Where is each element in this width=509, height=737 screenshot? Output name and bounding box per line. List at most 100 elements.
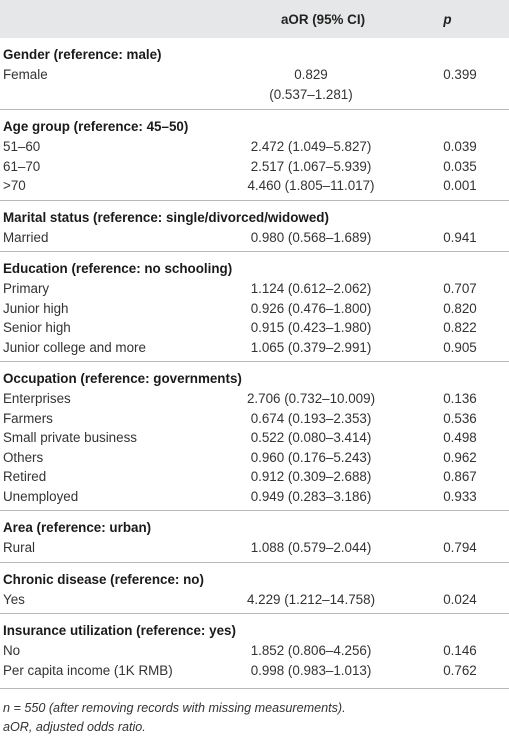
table-section: Gender (reference: male) Female 0.829 (0.53… bbox=[0, 38, 509, 109]
row-label: Yes bbox=[3, 591, 25, 607]
row-aor: 4.229 (1.212–14.758) bbox=[246, 591, 376, 607]
table-section: Marital status (reference: single/divorc… bbox=[0, 199, 509, 252]
row-label: Married bbox=[3, 229, 49, 245]
table-section: Education (reference: no schooling) Prima… bbox=[0, 251, 509, 361]
row-label: Farmers bbox=[3, 410, 53, 426]
table-row: Yes 4.229 (1.212–14.758) 0.024 bbox=[0, 590, 509, 610]
row-label: Rural bbox=[3, 540, 35, 555]
row-aor: 0.998 (0.983–1.013) bbox=[250, 662, 372, 678]
row-p-value: 0.794 bbox=[443, 540, 477, 555]
row-aor: 0.960 (0.176–5.243) bbox=[250, 449, 372, 465]
table-row: Primary 1.124 (0.612–2.062) 0.707 bbox=[0, 279, 509, 299]
row-p-value: 0.399 bbox=[443, 67, 477, 82]
footnote-abbreviation: aOR, adjusted odds ratio. bbox=[3, 720, 146, 734]
row-label: Senior high bbox=[3, 320, 71, 335]
row-label: Per capita income (1K RMB) bbox=[3, 662, 173, 678]
table-section: Occupation (reference: governments) Enter… bbox=[0, 361, 509, 510]
table-section: Area (reference: urban) Rural 1.088 (0.579… bbox=[0, 510, 509, 562]
table-row: No 1.852 (0.806–4.256) 0.146 bbox=[0, 641, 509, 661]
row-label: Primary bbox=[3, 281, 50, 296]
row-label: 61–70 bbox=[3, 158, 41, 174]
row-p-value: 0.136 bbox=[443, 391, 477, 406]
table-section: Age group (reference: 45–50) 51–60 2.472 (… bbox=[0, 109, 509, 200]
row-aor: 2.517 (1.067–5.939) bbox=[250, 158, 372, 174]
row-aor: 2.706 (0.732–10.009) bbox=[246, 391, 376, 406]
header-aor: aOR (95% CI) bbox=[280, 11, 366, 27]
row-aor: 1.852 (0.806–4.256) bbox=[250, 643, 372, 658]
row-label: Enterprises bbox=[3, 391, 71, 406]
row-p-value: 0.933 bbox=[443, 488, 477, 504]
row-p-value: 0.498 bbox=[443, 430, 477, 445]
section-title: Area (reference: urban) bbox=[3, 520, 152, 535]
row-aor: 0.926 (0.476–1.800) bbox=[250, 300, 372, 316]
table-row: Small private business 0.522 (0.080–3.414… bbox=[0, 428, 509, 448]
table-row: Others 0.960 (0.176–5.243) 0.962 bbox=[0, 448, 509, 468]
table-row: Enterprises 2.706 (0.732–10.009) 0.136 bbox=[0, 389, 509, 409]
section-title: Marital status (reference: single/divorc… bbox=[3, 209, 329, 225]
table-row: Junior high 0.926 (0.476–1.800) 0.820 bbox=[0, 299, 509, 319]
row-aor: 0.980 (0.568–1.689) bbox=[250, 229, 372, 245]
row-label: 51–60 bbox=[3, 139, 41, 154]
table-body: Gender (reference: male) Female 0.829 (0.53… bbox=[0, 38, 509, 684]
row-label: Female bbox=[3, 67, 48, 82]
row-p-value: 0.822 bbox=[443, 320, 477, 335]
row-p-value: 0.962 bbox=[443, 449, 477, 465]
row-aor: 1.088 (0.579–2.044) bbox=[250, 540, 372, 555]
row-label: Small private business bbox=[3, 430, 137, 445]
section-title: Gender (reference: male) bbox=[3, 47, 162, 62]
row-p-value: 0.024 bbox=[443, 591, 477, 607]
row-aor: 0.915 (0.423–1.980) bbox=[250, 320, 372, 335]
section-title: Age group (reference: 45–50) bbox=[3, 119, 189, 134]
section-title: Chronic disease (reference: no) bbox=[3, 571, 204, 587]
row-p-value: 0.001 bbox=[443, 178, 477, 193]
footnote-sample-size: n = 550 (after removing records with mis… bbox=[3, 701, 346, 715]
row-aor: 0.522 (0.080–3.414) bbox=[250, 430, 372, 445]
table-row: Senior high 0.915 (0.423–1.980) 0.822 bbox=[0, 318, 509, 338]
row-p-value: 0.941 bbox=[443, 229, 477, 245]
row-p-value: 0.039 bbox=[443, 139, 477, 154]
table-row: Rural 1.088 (0.579–2.044) 0.794 bbox=[0, 538, 509, 558]
row-label: Retired bbox=[3, 469, 47, 484]
table-row: Per capita income (1K RMB) 0.998 (0.983–1… bbox=[0, 661, 509, 681]
row-label: Junior high bbox=[3, 300, 69, 316]
row-p-value: 0.707 bbox=[443, 281, 477, 296]
header-p: p bbox=[443, 11, 452, 27]
table-row: Farmers 0.674 (0.193–2.353) 0.536 bbox=[0, 409, 509, 429]
row-aor: 1.124 (0.612–2.062) bbox=[250, 281, 372, 296]
row-aor: 0.949 (0.283–3.186) bbox=[250, 488, 372, 504]
table-row: 51–60 2.472 (1.049–5.827) 0.039 bbox=[0, 137, 509, 157]
row-p-value: 0.905 bbox=[443, 339, 477, 355]
table-header: aOR (95% CI) p bbox=[0, 0, 509, 38]
table-section: Insurance utilization (reference: yes) No… bbox=[0, 613, 509, 684]
table-section: Chronic disease (reference: no) Yes 4.229 … bbox=[0, 561, 509, 614]
row-label: Junior college and more bbox=[3, 339, 146, 355]
table-row: Married 0.980 (0.568–1.689) 0.941 bbox=[0, 228, 509, 248]
table-row: >70 4.460 (1.805–11.017) 0.001 bbox=[0, 176, 509, 196]
section-title: Insurance utilization (reference: yes) bbox=[3, 623, 236, 638]
row-p-value: 0.867 bbox=[443, 469, 477, 484]
row-label: No bbox=[3, 643, 21, 658]
row-p-value: 0.820 bbox=[443, 300, 477, 316]
row-label: >70 bbox=[3, 178, 26, 193]
table-row: Female 0.829 (0.537–1.281) 0.399 bbox=[0, 65, 509, 105]
row-p-value: 0.762 bbox=[443, 662, 477, 678]
row-aor: 0.674 (0.193–2.353) bbox=[250, 410, 372, 426]
row-label: Unemployed bbox=[3, 488, 79, 504]
table-row: Unemployed 0.949 (0.283–3.186) 0.933 bbox=[0, 487, 509, 507]
row-aor-estimate: 0.829 bbox=[294, 67, 328, 82]
section-title: Education (reference: no schooling) bbox=[3, 261, 233, 276]
row-aor: 2.472 (1.049–5.827) bbox=[250, 139, 372, 154]
row-p-value: 0.035 bbox=[443, 158, 477, 174]
row-aor: 0.829 (0.537–1.281) bbox=[211, 65, 411, 105]
row-label: Others bbox=[3, 449, 44, 465]
row-aor: 0.912 (0.309–2.688) bbox=[250, 469, 372, 484]
table-row: Retired 0.912 (0.309–2.688) 0.867 bbox=[0, 467, 509, 487]
row-p-value: 0.536 bbox=[443, 410, 477, 426]
row-aor: 1.065 (0.379–2.991) bbox=[250, 339, 372, 355]
table-row: Junior college and more 1.065 (0.379–2.99… bbox=[0, 338, 509, 358]
table-footnotes: n = 550 (after removing records with mis… bbox=[0, 688, 509, 737]
row-aor: 4.460 (1.805–11.017) bbox=[247, 178, 375, 193]
row-aor-ci: (0.537–1.281) bbox=[269, 87, 353, 102]
row-p-value: 0.146 bbox=[443, 643, 477, 658]
